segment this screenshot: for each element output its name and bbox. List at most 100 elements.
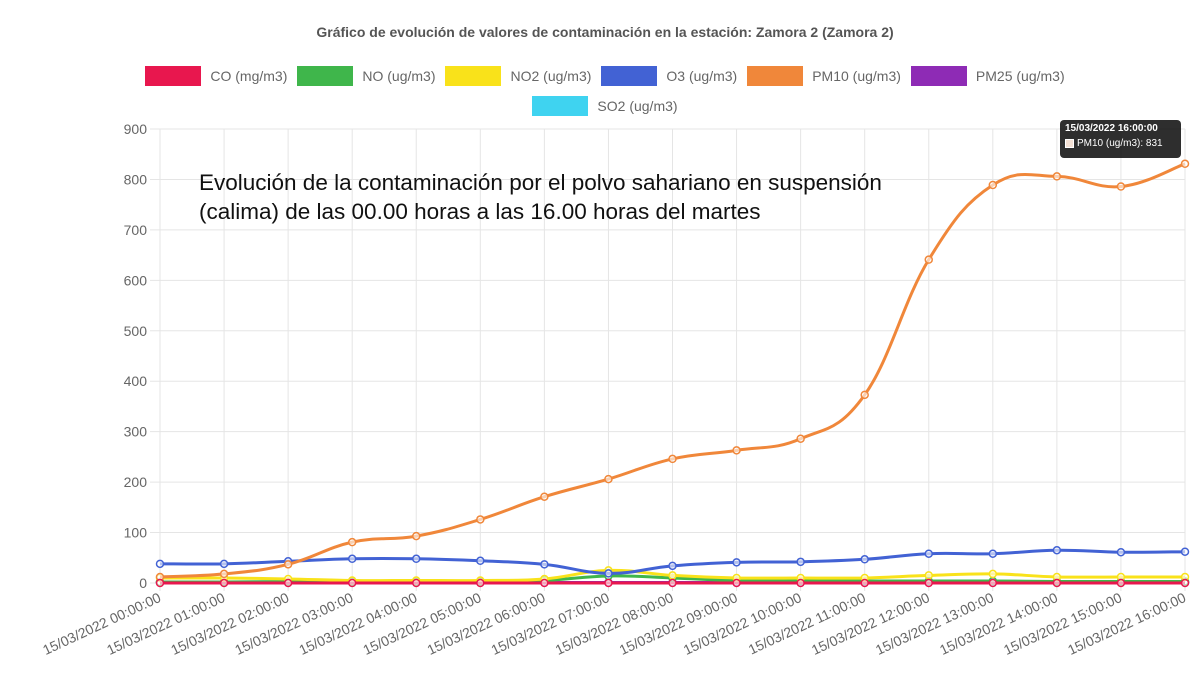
point-o3[interactable] (796, 557, 805, 567)
legend-label-no: NO (ug/m3) (362, 68, 436, 84)
point-o3[interactable] (924, 549, 933, 558)
legend-swatch-pm25 (910, 66, 967, 86)
point-o3[interactable] (219, 559, 229, 569)
point-co[interactable] (860, 578, 869, 588)
point-co[interactable] (219, 578, 229, 588)
point-pm10[interactable] (924, 255, 933, 264)
legend-item-o3[interactable]: O3 (ug/m3) (601, 66, 737, 86)
point-co[interactable] (1116, 578, 1126, 588)
y-tick-label: 500 (124, 323, 148, 339)
legend-item-pm10[interactable]: PM10 (ug/m3) (747, 66, 901, 86)
series-pm10 (155, 159, 1190, 582)
x-tick-label: 15/03/2022 16:00:00 (1065, 589, 1188, 658)
y-tick-label: 400 (124, 373, 148, 389)
series-o3 (155, 545, 1190, 578)
point-pm10[interactable] (796, 434, 805, 443)
point-co[interactable] (668, 578, 677, 588)
legend-label-co: CO (mg/m3) (210, 68, 288, 84)
point-co[interactable] (1052, 578, 1062, 588)
legend-item-so2[interactable]: SO2 (ug/m3) (532, 96, 678, 116)
point-pm10[interactable] (604, 474, 613, 484)
point-co[interactable] (988, 578, 998, 588)
point-o3[interactable] (1116, 547, 1126, 557)
legend-label-o3: O3 (ug/m3) (666, 68, 738, 84)
point-o3[interactable] (476, 556, 485, 566)
legend-item-no2[interactable]: NO2 (ug/m3) (445, 66, 591, 86)
point-pm10[interactable] (668, 454, 677, 464)
point-pm10[interactable] (219, 569, 229, 579)
point-pm10[interactable] (860, 390, 869, 400)
legend: CO (mg/m3) NO (ug/m3) NO2 (ug/m3) O3 (ug… (0, 66, 1200, 126)
point-pm10[interactable] (283, 560, 293, 569)
tooltip-swatch (1065, 139, 1074, 148)
tooltip-title: 15/03/2022 16:00:00 (1065, 123, 1158, 134)
point-no2[interactable] (988, 569, 998, 579)
point-no2[interactable] (668, 571, 677, 580)
point-co[interactable] (732, 578, 741, 588)
point-co[interactable] (1180, 578, 1190, 588)
legend-swatch-no2 (445, 66, 502, 86)
legend-item-co[interactable]: CO (mg/m3) (145, 66, 287, 86)
legend-swatch-pm10 (747, 66, 804, 86)
point-o3[interactable] (604, 569, 613, 578)
point-co[interactable] (924, 578, 933, 588)
y-tick-label: 900 (124, 121, 148, 137)
legend-label-pm10: PM10 (ug/m3) (812, 68, 901, 84)
point-o3[interactable] (540, 560, 549, 569)
tooltip-row: PM10 (ug/m3): 831 (1065, 138, 1176, 149)
tooltip: 15/03/2022 16:00:00 PM10 (ug/m3): 831 (1060, 120, 1181, 158)
legend-label-pm25: PM25 (ug/m3) (975, 68, 1065, 84)
legend-swatch-o3 (601, 66, 658, 86)
point-o3[interactable] (347, 554, 357, 564)
point-co[interactable] (283, 578, 293, 588)
point-o3[interactable] (155, 559, 165, 569)
point-o3[interactable] (1052, 545, 1062, 555)
point-o3[interactable] (668, 561, 677, 571)
point-pm10[interactable] (347, 537, 357, 547)
y-tick-label: 800 (124, 171, 148, 187)
point-pm10[interactable] (1052, 172, 1062, 181)
point-co[interactable] (604, 578, 613, 588)
point-pm10[interactable] (1116, 182, 1126, 191)
legend-row-1: CO (mg/m3) NO (ug/m3) NO2 (ug/m3) O3 (ug… (0, 66, 1200, 86)
legend-item-pm25[interactable]: PM25 (ug/m3) (910, 66, 1065, 86)
point-co[interactable] (540, 578, 549, 588)
series-layer (155, 159, 1190, 588)
y-tick-label: 600 (124, 272, 148, 288)
y-tick-label: 100 (124, 525, 148, 541)
legend-swatch-so2 (532, 96, 589, 116)
point-co[interactable] (476, 578, 485, 588)
point-o3[interactable] (412, 554, 421, 564)
point-pm10[interactable] (412, 531, 421, 541)
point-pm10[interactable] (732, 446, 741, 455)
legend-swatch-no (297, 66, 354, 86)
point-co[interactable] (347, 578, 357, 588)
point-co[interactable] (412, 578, 421, 588)
tooltip-label: PM10 (ug/m3): 831 (1077, 138, 1163, 149)
point-o3[interactable] (732, 558, 741, 567)
series-line-pm10 (159, 162, 1186, 579)
point-pm10[interactable] (476, 515, 485, 524)
point-pm10[interactable] (540, 492, 549, 501)
point-o3[interactable] (1180, 547, 1190, 556)
y-tick-label: 0 (139, 575, 147, 591)
point-co[interactable] (155, 578, 165, 588)
legend-item-no[interactable]: NO (ug/m3) (297, 66, 435, 86)
legend-label-no2: NO2 (ug/m3) (510, 68, 592, 84)
y-tick-label: 300 (124, 424, 148, 440)
calima-annotation: Evolución de la contaminación por el pol… (199, 170, 882, 224)
point-pm10[interactable] (1180, 159, 1190, 169)
chart-title: Gráfico de evolución de valores de conta… (316, 24, 894, 40)
point-pm10[interactable] (988, 180, 998, 190)
y-tick-label: 200 (124, 474, 148, 490)
point-no2[interactable] (924, 571, 933, 580)
y-tick-label: 700 (124, 222, 148, 238)
y-axis-ticks: 0 100 200 300 400 500 600 700 800 900 (124, 121, 148, 591)
legend-row-2: SO2 (ug/m3) (0, 96, 1200, 116)
point-o3[interactable] (860, 555, 869, 564)
legend-label-so2: SO2 (ug/m3) (597, 98, 678, 114)
point-co[interactable] (796, 578, 805, 588)
point-o3[interactable] (988, 549, 998, 558)
